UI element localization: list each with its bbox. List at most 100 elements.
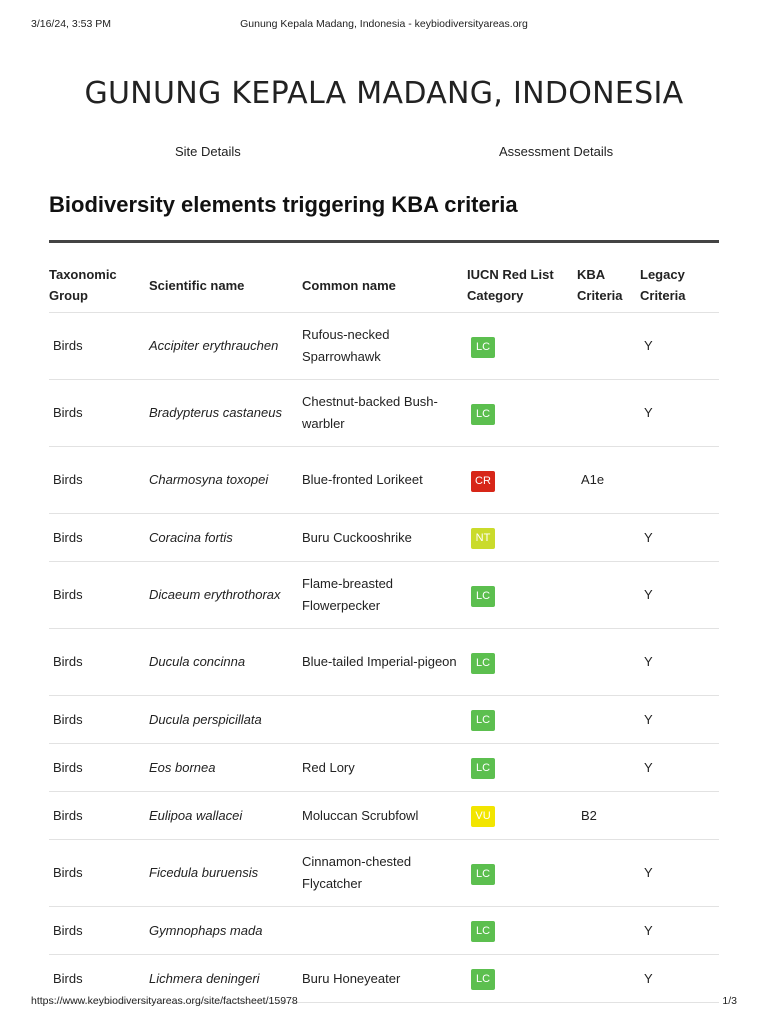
scientific-name-cell: Coracina fortis	[145, 513, 298, 562]
common-name-cell: Buru Cuckooshrike	[298, 513, 467, 562]
print-url: https://www.keybiodiversityareas.org/sit…	[31, 995, 298, 1007]
scientific-name-cell: Gymnophaps mada	[145, 906, 298, 955]
legacy-criteria-cell	[640, 446, 719, 514]
taxonomic-group-cell: Birds	[49, 906, 145, 955]
header-legacy-criteria: Legacy Criteria	[640, 256, 719, 313]
table-header-row: Taxonomic Group Scientific name Common na…	[49, 256, 719, 313]
common-name-cell	[298, 906, 467, 955]
section-divider	[49, 240, 719, 243]
iucn-category-cell: CR	[467, 446, 577, 514]
legacy-criteria-cell: Y	[640, 839, 719, 907]
print-datetime: 3/16/24, 3:53 PM	[31, 18, 111, 30]
legacy-criteria-cell: Y	[640, 513, 719, 562]
table-row: Birds Charmosyna toxopei Blue-fronted Lori…	[49, 446, 719, 514]
kba-criteria-cell	[577, 743, 640, 792]
scientific-name-cell: Eulipoa wallacei	[145, 791, 298, 840]
header-text: Criteria	[640, 288, 686, 303]
table-row: Birds Coracina fortis Buru Cuckooshrike NT Y	[49, 513, 719, 562]
iucn-status-badge: LC	[471, 921, 495, 942]
legacy-criteria-cell: Y	[640, 561, 719, 629]
page-title: GUNUNG KEPALA MADANG, INDONESIA	[84, 76, 684, 111]
common-name-cell: Blue-tailed Imperial-pigeon	[298, 628, 467, 696]
table-row: Birds Ducula perspicillata LC Y	[49, 695, 719, 744]
table-row: Birds Eos bornea Red Lory LC Y	[49, 743, 719, 792]
header-iucn-category: IUCN Red List Category	[467, 256, 577, 313]
iucn-category-cell: LC	[467, 839, 577, 907]
header-text: Criteria	[577, 288, 623, 303]
iucn-category-cell: LC	[467, 628, 577, 696]
scientific-name-cell: Charmosyna toxopei	[145, 446, 298, 514]
kba-criteria-cell: B2	[577, 791, 640, 840]
iucn-status-badge: CR	[471, 470, 495, 492]
header-text: Taxonomic	[49, 267, 117, 282]
table-body: Birds Accipiter erythrauchen Rufous-necked…	[49, 312, 719, 1003]
kba-criteria-cell	[577, 628, 640, 696]
common-name-cell: Rufous-necked Sparrowhawk	[298, 312, 467, 380]
header-common-name: Common name	[298, 256, 467, 313]
table-row: Birds Eulipoa wallacei Moluccan Scrubfowl V…	[49, 791, 719, 840]
common-name-cell: Moluccan Scrubfowl	[298, 791, 467, 840]
common-name-cell: Blue-fronted Lorikeet	[298, 446, 467, 514]
legacy-criteria-cell: Y	[640, 906, 719, 955]
iucn-category-cell: LC	[467, 906, 577, 955]
header-text: Category	[467, 288, 524, 303]
scientific-name-cell: Eos bornea	[145, 743, 298, 792]
iucn-category-cell: LC	[467, 743, 577, 792]
taxonomic-group-cell: Birds	[49, 312, 145, 380]
taxonomic-group-cell: Birds	[49, 561, 145, 629]
table-row: Birds Ficedula buruensis Cinnamon-chested …	[49, 839, 719, 907]
kba-criteria-cell	[577, 561, 640, 629]
common-name-cell: Cinnamon-chested Flycatcher	[298, 839, 467, 907]
legacy-criteria-cell: Y	[640, 312, 719, 380]
header-kba-criteria: KBA Criteria	[577, 256, 640, 313]
iucn-category-cell: LC	[467, 695, 577, 744]
legacy-criteria-cell: Y	[640, 743, 719, 792]
table-row: Birds Lichmera deningeri Buru Honeyeater LC…	[49, 954, 719, 1003]
iucn-status-badge: LC	[471, 336, 495, 358]
iucn-status-badge: NT	[471, 528, 495, 549]
iucn-category-cell: NT	[467, 513, 577, 562]
common-name-cell: Chestnut-backed Bush-warbler	[298, 379, 467, 447]
table-row: Birds Gymnophaps mada LC Y	[49, 906, 719, 955]
biodiversity-table: Taxonomic Group Scientific name Common na…	[49, 256, 719, 1003]
header-text: Group	[49, 288, 88, 303]
kba-criteria-cell: A1e	[577, 446, 640, 514]
tab-assessment-details[interactable]: Assessment Details	[499, 144, 614, 159]
kba-criteria-cell	[577, 695, 640, 744]
iucn-status-badge: LC	[471, 585, 495, 607]
header-text: IUCN Red List	[467, 267, 554, 282]
taxonomic-group-cell: Birds	[49, 446, 145, 514]
kba-criteria-cell	[577, 839, 640, 907]
iucn-status-badge: VU	[471, 806, 495, 827]
legacy-criteria-cell: Y	[640, 379, 719, 447]
iucn-status-badge: LC	[471, 403, 495, 425]
taxonomic-group-cell: Birds	[49, 513, 145, 562]
scientific-name-cell: Ficedula buruensis	[145, 839, 298, 907]
iucn-status-badge: LC	[471, 863, 495, 885]
legacy-criteria-cell: Y	[640, 628, 719, 696]
tab-site-details[interactable]: Site Details	[175, 144, 241, 159]
scientific-name-cell: Ducula perspicillata	[145, 695, 298, 744]
taxonomic-group-cell: Birds	[49, 695, 145, 744]
legacy-criteria-cell	[640, 791, 719, 840]
iucn-category-cell: LC	[467, 312, 577, 380]
iucn-category-cell: VU	[467, 791, 577, 840]
common-name-cell: Flame-breasted Flowerpecker	[298, 561, 467, 629]
common-name-cell: Buru Honeyeater	[298, 954, 467, 1003]
kba-criteria-cell	[577, 954, 640, 1003]
kba-criteria-cell	[577, 513, 640, 562]
scientific-name-cell: Ducula concinna	[145, 628, 298, 696]
taxonomic-group-cell: Birds	[49, 379, 145, 447]
legacy-criteria-cell: Y	[640, 954, 719, 1003]
scientific-name-cell: Dicaeum erythrothorax	[145, 561, 298, 629]
common-name-cell: Red Lory	[298, 743, 467, 792]
common-name-cell	[298, 695, 467, 744]
header-scientific-name: Scientific name	[145, 256, 298, 313]
iucn-category-cell: LC	[467, 561, 577, 629]
scientific-name-cell: Lichmera deningeri	[145, 954, 298, 1003]
table-row: Birds Bradypterus castaneus Chestnut-backe…	[49, 379, 719, 447]
section-title: Biodiversity elements triggering KBA cri…	[49, 192, 518, 217]
iucn-status-badge: LC	[471, 969, 495, 990]
header-taxonomic-group: Taxonomic Group	[49, 256, 145, 313]
header-text: KBA	[577, 267, 606, 282]
